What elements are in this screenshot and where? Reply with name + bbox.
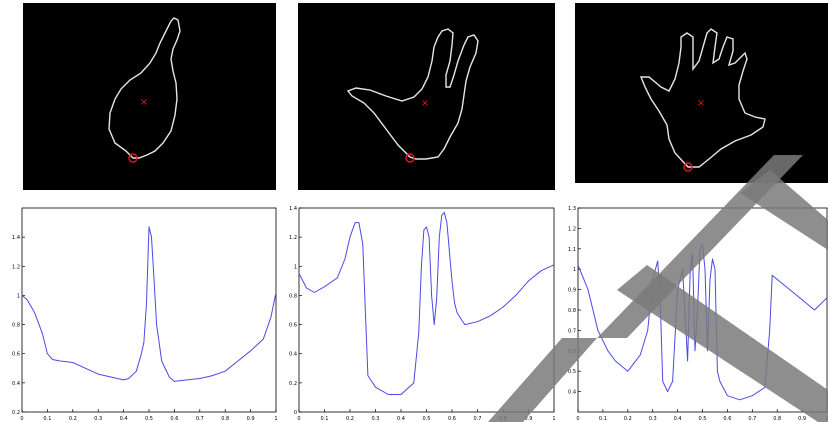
start-point-marker xyxy=(405,153,415,163)
hand-contour-3: × xyxy=(639,28,766,172)
x-tick-label: 0.7 xyxy=(196,416,204,422)
x-tick-label: 0.8 xyxy=(773,416,781,422)
centroid-marker: × xyxy=(421,98,429,109)
y-tick-label: 1.3 xyxy=(568,206,576,212)
y-tick-label: 0.7 xyxy=(568,328,576,334)
x-tick-label: 0.2 xyxy=(69,416,77,422)
y-tick-label: 1 xyxy=(573,267,576,273)
centroid-marker: × xyxy=(140,97,148,108)
x-tick-label: 0 xyxy=(297,416,300,422)
x-tick-label: 0.2 xyxy=(346,416,354,422)
x-tick-label: 0.4 xyxy=(397,416,405,422)
y-tick-label: 0.2 xyxy=(289,381,297,387)
x-tick-label: 0.1 xyxy=(321,416,329,422)
x-tick-label: 1 xyxy=(552,416,555,422)
y-tick-label: 0 xyxy=(294,410,297,416)
x-tick-label: 0.1 xyxy=(599,416,607,422)
series-line xyxy=(21,226,277,382)
x-tick-label: 0.3 xyxy=(372,416,380,422)
y-tick-label: 1.4 xyxy=(12,235,20,241)
y-tick-label: 0.8 xyxy=(12,323,20,329)
y-tick-label: 1.2 xyxy=(289,235,297,241)
plot-frame xyxy=(577,207,828,413)
centroid-marker: × xyxy=(697,98,705,109)
hand-contour-2: × xyxy=(346,28,479,163)
y-tick-label: 1.2 xyxy=(12,264,20,270)
y-tick-label: 1.2 xyxy=(568,226,576,232)
x-tick-label: 0.8 xyxy=(221,416,229,422)
y-tick-label: 0.9 xyxy=(568,288,576,294)
x-tick-label: 0.7 xyxy=(748,416,756,422)
x-tick-label: 0.6 xyxy=(448,416,456,422)
x-tick-label: 0.7 xyxy=(474,416,482,422)
y-tick-label: 1.4 xyxy=(289,206,297,212)
y-tick-label: 0.6 xyxy=(568,349,576,355)
x-tick-label: 0.3 xyxy=(649,416,657,422)
distance-plot-2: 0 0.1 0.2 0.3 0.4 0.5 0.6 0.7 0.8 0.9 1 0 0.2 0.4 0.6 0… xyxy=(289,206,556,422)
plot-frame xyxy=(298,207,555,413)
x-tick-label: 0.8 xyxy=(499,416,507,422)
hand-contour-1: × xyxy=(108,17,181,163)
x-tick-label: 0.9 xyxy=(525,416,533,422)
y-tick-label: 0.6 xyxy=(12,352,20,358)
y-tick-label: 0.6 xyxy=(289,323,297,329)
y-tick-label: 0.4 xyxy=(568,390,576,396)
y-tick-label: 0.4 xyxy=(289,352,297,358)
hand-outline xyxy=(639,28,766,168)
x-tick-label: 0.2 xyxy=(624,416,632,422)
x-tick-label: 0.9 xyxy=(247,416,255,422)
x-tick-label: 0.5 xyxy=(145,416,153,422)
x-tick-label: 0.4 xyxy=(674,416,682,422)
hand-outline xyxy=(108,17,181,159)
x-tick-label: 1 xyxy=(274,416,277,422)
x-tick-label: 0.9 xyxy=(798,416,806,422)
y-tick-label: 1 xyxy=(294,264,297,270)
x-tick-label: 0.1 xyxy=(43,416,51,422)
x-tick-label: 0.6 xyxy=(170,416,178,422)
y-tick-label: 1.1 xyxy=(568,247,576,253)
x-tick-label: 0.4 xyxy=(120,416,128,422)
x-tick-label: 0.6 xyxy=(723,416,731,422)
y-tick-label: 0.4 xyxy=(12,381,20,387)
y-tick-label: 0.8 xyxy=(568,308,576,314)
x-tick-label: 0 xyxy=(20,416,23,422)
y-tick-label: 0.5 xyxy=(568,369,576,375)
hand-panel-1: × xyxy=(23,3,276,190)
hand-panel-3: × xyxy=(575,3,828,183)
hand-outline xyxy=(346,28,479,160)
y-tick-label: 0.8 xyxy=(289,293,297,299)
hand-panel-2: × xyxy=(298,3,555,190)
series-line xyxy=(298,211,555,395)
x-tick-label: 0 xyxy=(576,416,579,422)
x-tick-label: 0.5 xyxy=(699,416,707,422)
y-tick-label: 1 xyxy=(17,293,20,299)
start-point-marker xyxy=(128,153,138,163)
distance-plot-1: 0 0.1 0.2 0.3 0.4 0.5 0.6 0.7 0.8 0.9 1 0.2 0.4 0.6 0.… xyxy=(12,207,278,422)
distance-plot-3: 0 0.1 0.2 0.3 0.4 0.5 0.6 0.7 0.8 0.9 1 0.4 0.5 0.6 0.… xyxy=(568,206,828,422)
x-tick-label: 0.3 xyxy=(94,416,102,422)
y-tick-label: 0.2 xyxy=(12,410,20,416)
x-tick-label: 0.5 xyxy=(423,416,431,422)
